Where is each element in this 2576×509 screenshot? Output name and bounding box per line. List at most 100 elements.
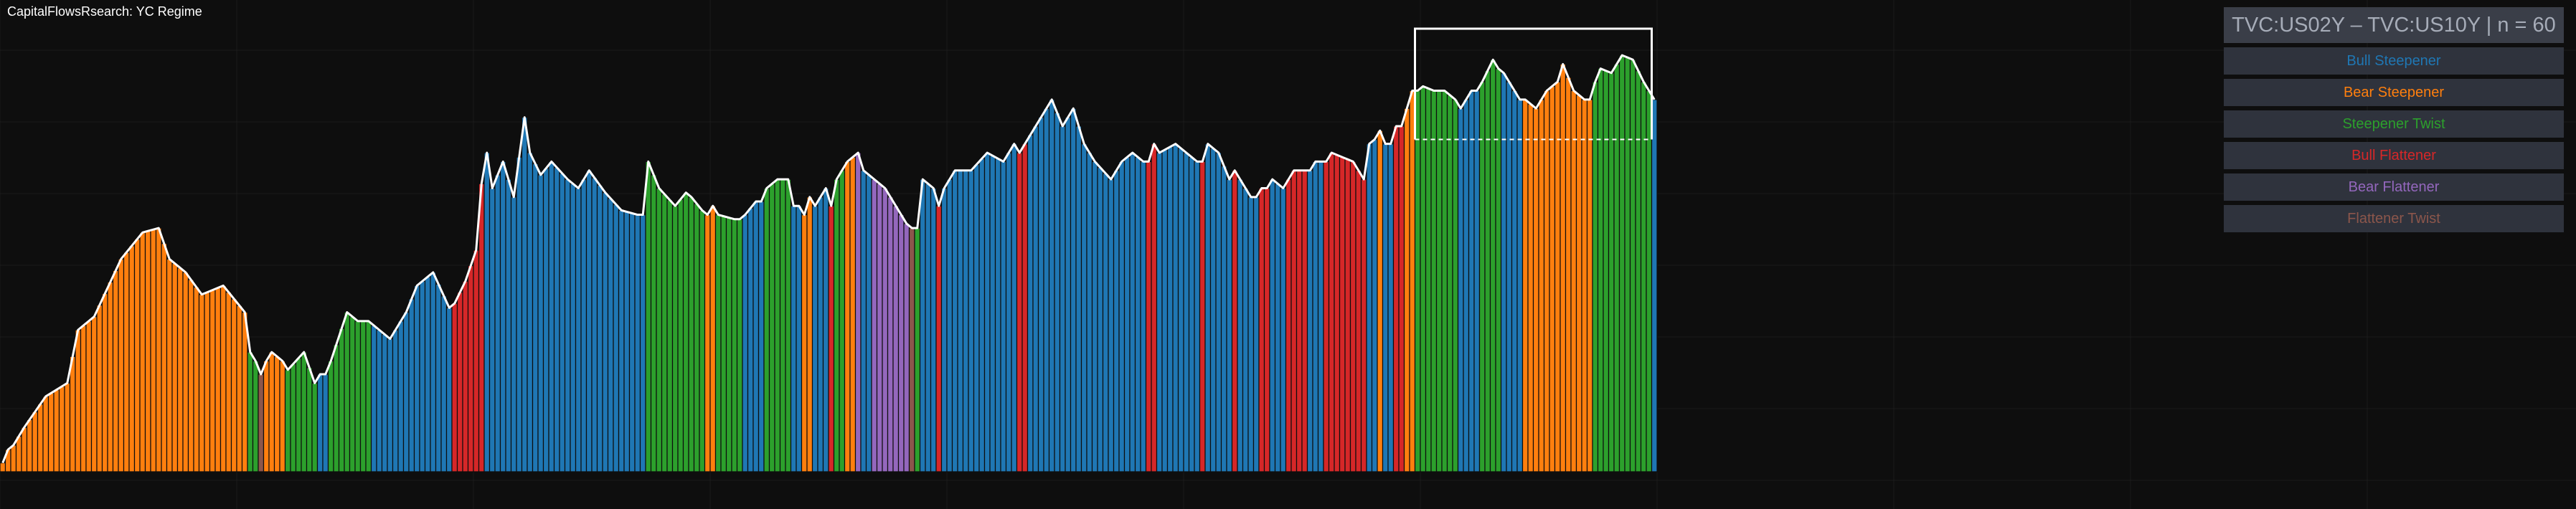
regime-bar (478, 183, 485, 472)
regime-bar (714, 214, 722, 472)
regime-bar (1334, 154, 1341, 472)
regime-bar (989, 155, 996, 472)
regime-bar (1339, 156, 1346, 472)
regime-bar (1489, 59, 1496, 472)
regime-bar (1220, 165, 1227, 472)
regime-bar (107, 281, 114, 472)
regime-bar (1166, 146, 1174, 472)
regime-bar (1312, 161, 1319, 472)
regime-bar (1377, 130, 1384, 472)
regime-bar (1651, 99, 1658, 472)
regime-bar (790, 205, 797, 472)
regime-bar (1108, 179, 1115, 472)
regime-bar (290, 363, 297, 472)
regime-bar (64, 382, 71, 472)
regime-bar (220, 285, 227, 472)
regime-bar (978, 158, 986, 472)
regime-bar (1521, 99, 1529, 472)
regime-bar (725, 217, 732, 472)
regime-bar (214, 287, 222, 472)
regime-bar (742, 214, 749, 472)
regime-bar (925, 183, 932, 472)
regime-bar (1301, 170, 1308, 472)
regime-bar (1011, 143, 1018, 472)
regime-bar (747, 207, 754, 472)
regime-bar (1560, 63, 1567, 472)
regime-bar (774, 179, 781, 472)
regime-bar (505, 179, 512, 472)
regime-bar (1172, 143, 1179, 472)
regime-bar (763, 187, 770, 472)
regime-bar (768, 183, 775, 472)
legend: TVC:US02Y – TVC:US10Y | n = 60 Bull Stee… (2224, 7, 2564, 237)
regime-bar (796, 205, 803, 472)
regime-bar (639, 214, 646, 472)
regime-bar (968, 170, 975, 472)
regime-bar (548, 161, 555, 472)
regime-bar (645, 161, 652, 472)
regime-bar (1263, 187, 1270, 472)
regime-bar (618, 209, 625, 472)
regime-bar (677, 199, 684, 472)
regime-bar (1549, 85, 1556, 472)
regime-bar (1500, 72, 1507, 472)
regime-bar (1123, 156, 1131, 472)
regime-bar (101, 292, 108, 472)
regime-bar (1640, 81, 1647, 472)
legend-item-bear-flattener[interactable]: Bear Flattener (2224, 173, 2564, 201)
regime-bar (580, 179, 588, 472)
regime-bar (532, 163, 539, 472)
regime-bar (1027, 134, 1034, 472)
regime-bar (182, 272, 189, 472)
legend-item-bear-steepener[interactable]: Bear Steepener (2224, 79, 2564, 106)
regime-bar (585, 170, 593, 472)
regime-bar (1608, 72, 1615, 472)
regime-bar (559, 173, 566, 472)
regime-bar (90, 316, 98, 472)
regime-bar (1597, 68, 1604, 472)
regime-bar (1091, 161, 1098, 472)
regime-bar (1059, 125, 1066, 472)
regime-bar (118, 258, 125, 472)
regime-bar (1344, 158, 1351, 472)
regime-bar (628, 212, 636, 472)
regime-bar (1022, 143, 1029, 472)
regime-bar (462, 280, 469, 472)
regime-bar (47, 392, 55, 472)
regime-bar (0, 462, 6, 472)
regime-bar (1086, 152, 1093, 472)
regime-bar (844, 161, 851, 472)
regime-bar (553, 167, 560, 472)
regime-bar (1016, 152, 1023, 472)
regime-bar (951, 170, 958, 472)
regime-bar (1414, 90, 1421, 472)
regime-bar (930, 187, 937, 472)
regime-bar (1328, 152, 1335, 472)
regime-bar (1430, 90, 1438, 472)
regime-bar (661, 194, 668, 472)
regime-bar (564, 179, 571, 472)
legend-item-bull-steepener[interactable]: Bull Steepener (2224, 47, 2564, 75)
regime-bar (591, 177, 598, 472)
regime-bar (1360, 179, 1367, 472)
regime-bar (69, 356, 76, 472)
legend-item-bull-flattener[interactable]: Bull Flattener (2224, 142, 2564, 169)
regime-bar (187, 279, 194, 472)
regime-bar (279, 360, 286, 472)
legend-item-steepener-twist[interactable]: Steepener Twist (2224, 110, 2564, 138)
regime-bar (171, 262, 179, 472)
legend-item-flattener-twist[interactable]: Flattener Twist (2224, 205, 2564, 232)
regime-bar (1366, 143, 1373, 472)
regime-bar (1080, 143, 1088, 472)
regime-bar (397, 320, 405, 472)
regime-bar (1570, 90, 1577, 472)
regime-bar (413, 285, 420, 472)
regime-bar (946, 179, 953, 472)
regime-bar (1511, 90, 1518, 472)
regime-bar (1446, 95, 1453, 472)
regime-bar (204, 292, 211, 472)
regime-bar (1613, 63, 1620, 472)
regime-bar (370, 325, 377, 472)
regime-bar (483, 152, 491, 472)
